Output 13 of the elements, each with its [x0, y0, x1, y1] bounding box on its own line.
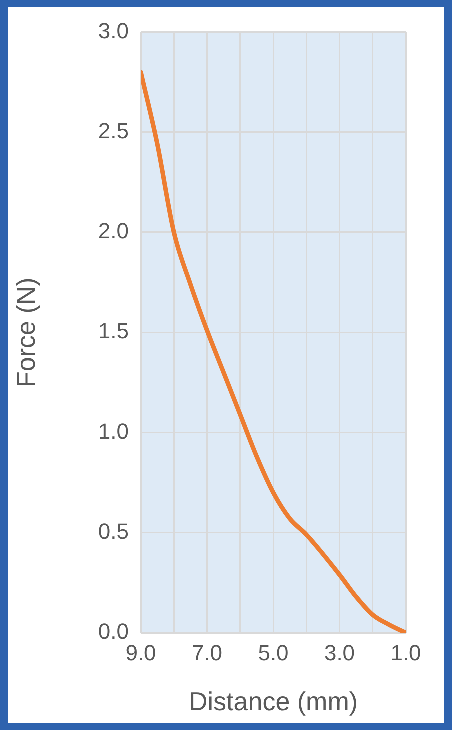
line-series	[141, 70, 406, 633]
x-axis-title: Distance (mm)	[188, 686, 358, 717]
x-tick-label: 7.0	[192, 640, 223, 666]
x-tick-label: 3.0	[324, 640, 356, 666]
y-tick-label: 2.0	[98, 218, 129, 244]
y-tick-label: 0.5	[98, 518, 129, 544]
y-tick-label: 1.0	[98, 418, 129, 444]
y-tick-label: 1.5	[98, 318, 129, 344]
x-tick-label: 5.0	[258, 640, 289, 666]
x-tick-label: 1.0	[390, 640, 422, 666]
y-tick-label: 3.0	[98, 18, 129, 44]
y-axis-title: Force (N)	[10, 278, 41, 388]
y-tick-label: 2.5	[98, 118, 129, 144]
